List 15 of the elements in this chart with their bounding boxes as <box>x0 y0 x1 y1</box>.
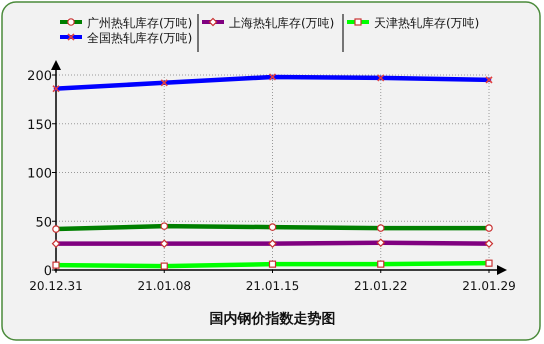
legend-label: 全国热轧库存(万吨) <box>87 31 192 45</box>
x-tick-label: 21.01.22 <box>354 279 408 293</box>
legend-label: 天津热轧库存(万吨) <box>374 16 480 30</box>
x-tick-label: 21.01.15 <box>246 279 300 293</box>
x-tick-label: 20.12.31 <box>29 279 83 293</box>
y-tick-label: 150 <box>27 118 52 133</box>
y-tick-label: 50 <box>35 215 52 230</box>
legend-label: 广州热轧库存(万吨) <box>87 16 192 30</box>
y-tick-label: 100 <box>27 166 52 182</box>
x-tick-label: 21.01.29 <box>462 279 516 293</box>
y-tick-label: 200 <box>27 69 52 84</box>
text: 国内钢价指数走势图 <box>210 311 336 327</box>
legend-label: 上海热轧库存(万吨) <box>229 16 334 30</box>
y-tick-label: 0 <box>44 264 52 279</box>
x-tick-label: 21.01.08 <box>138 279 191 293</box>
